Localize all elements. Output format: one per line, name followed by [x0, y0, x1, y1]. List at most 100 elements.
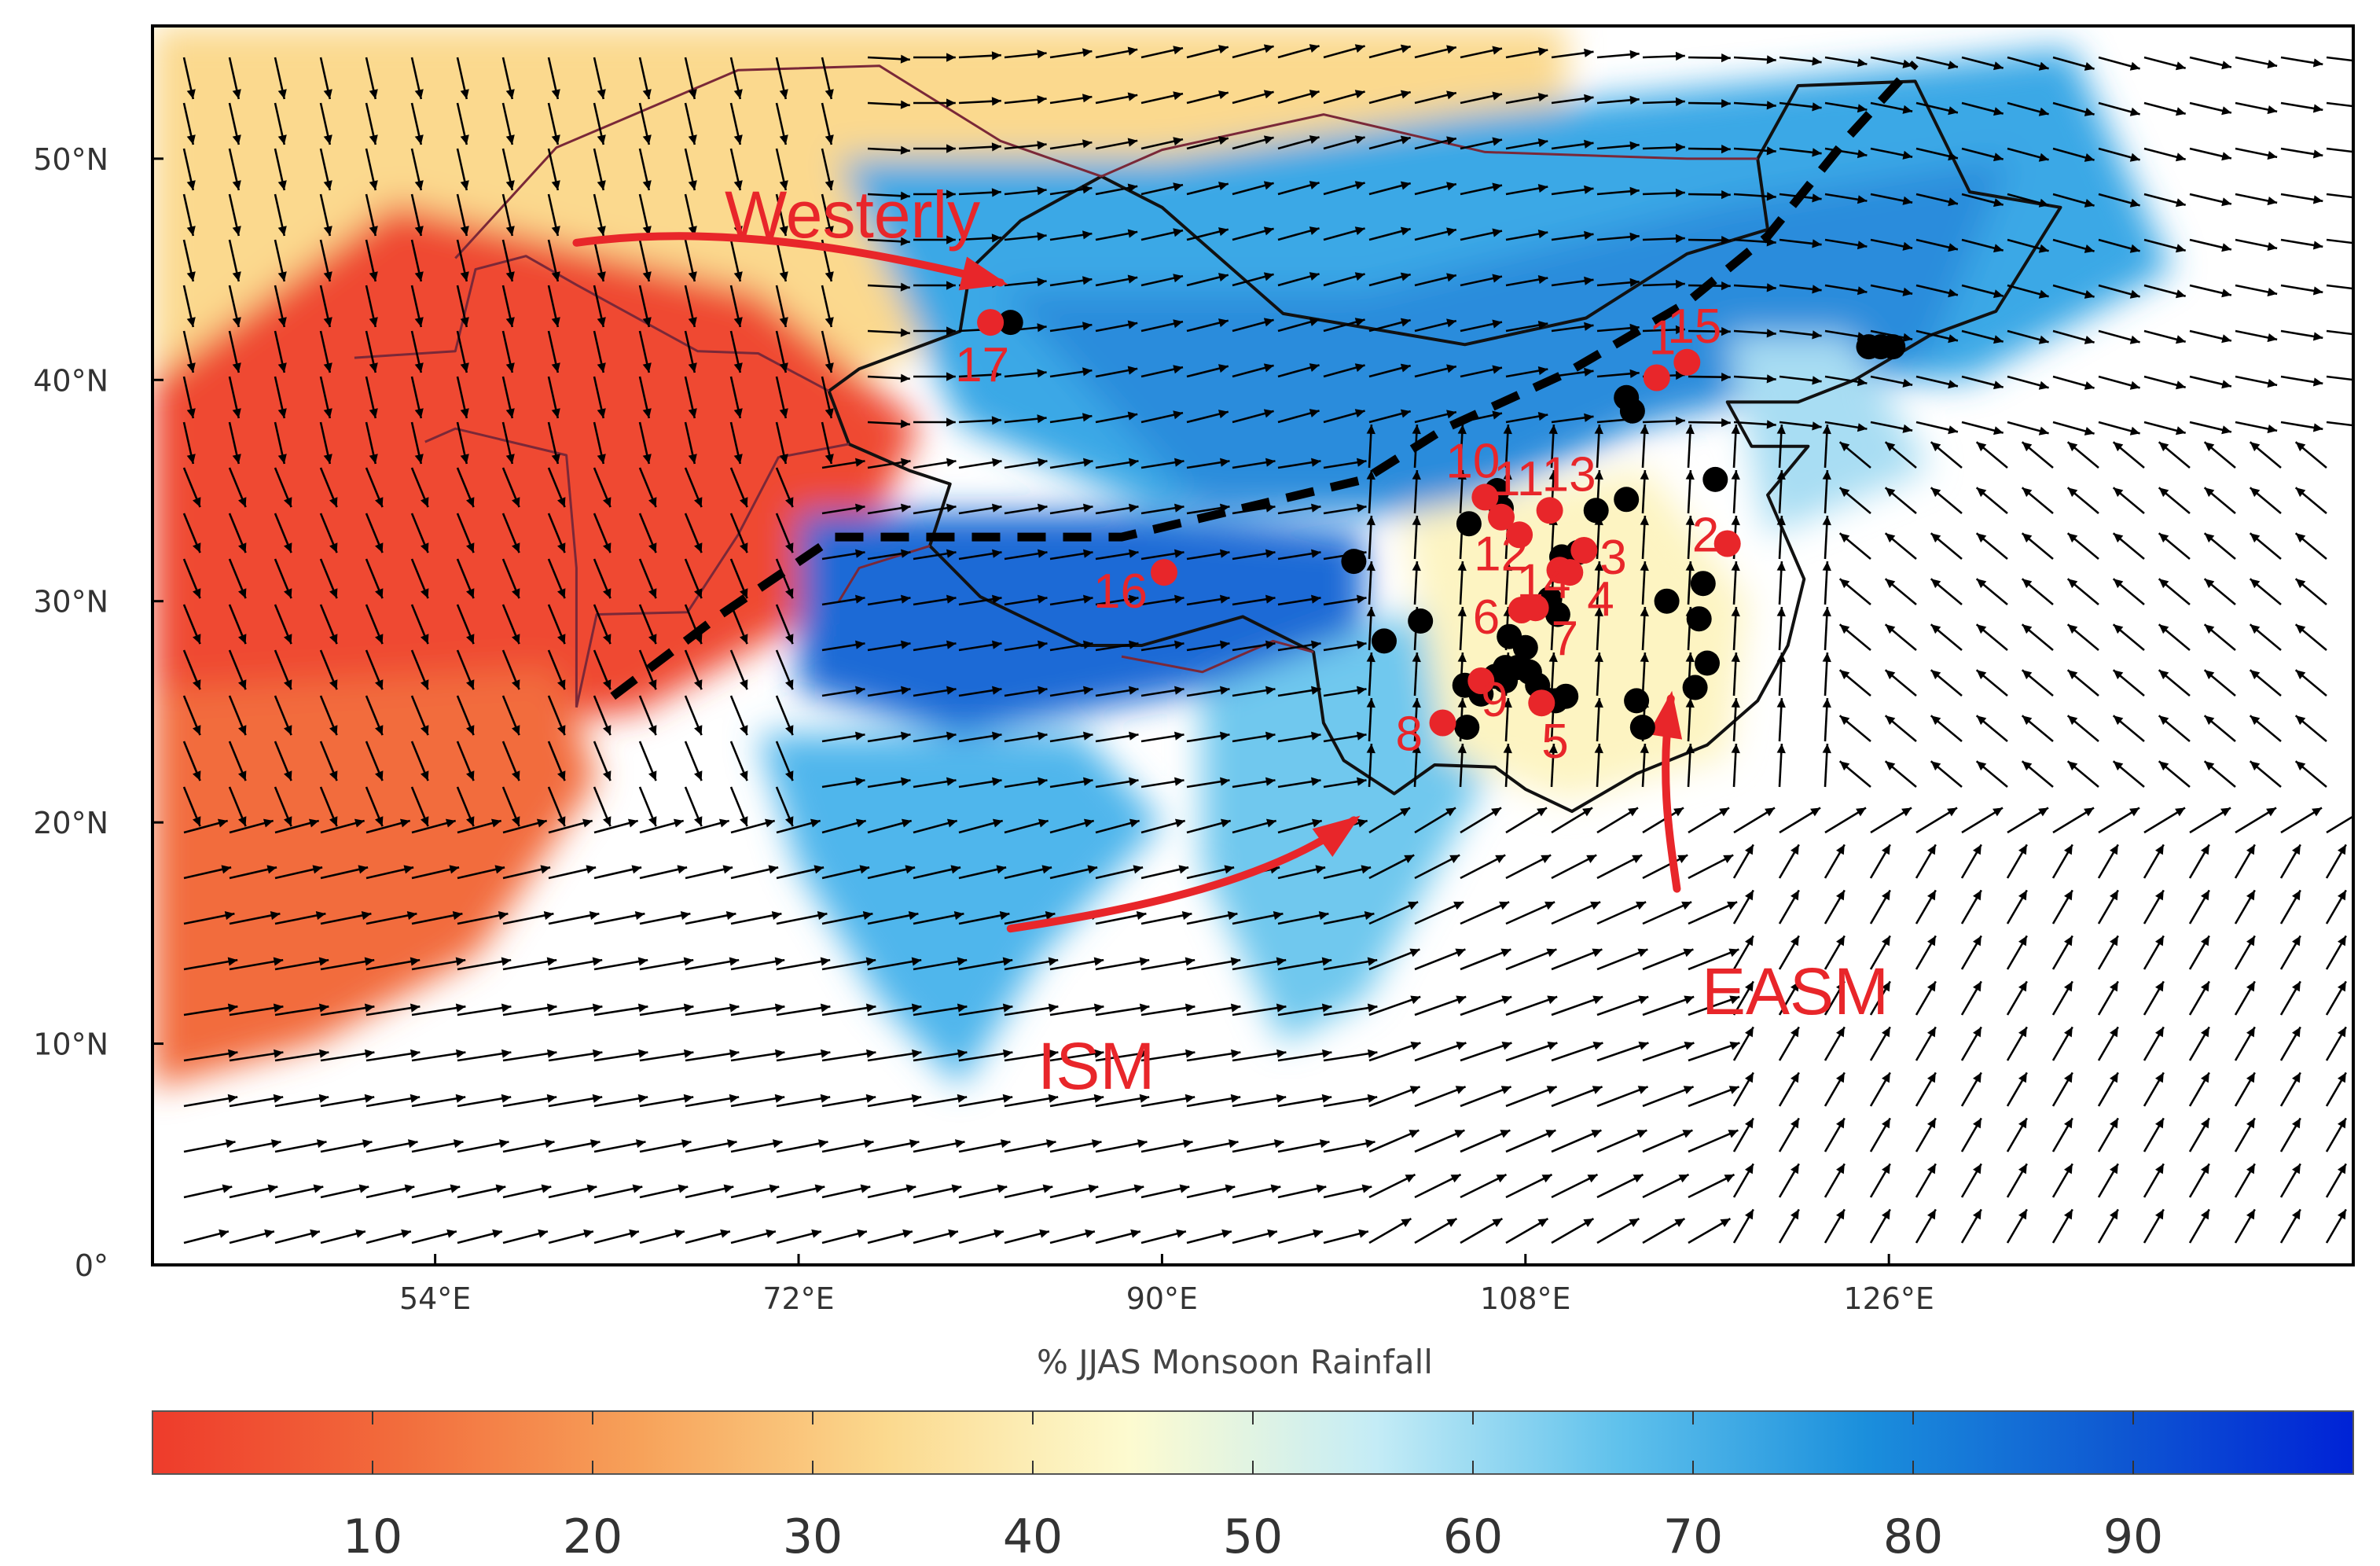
wind-arrowhead — [186, 362, 196, 373]
wind-arrowhead — [900, 237, 910, 246]
wind-arrowhead — [1127, 46, 1138, 56]
wind-arrowhead — [2338, 844, 2346, 855]
wind-arrowhead — [729, 1003, 740, 1013]
wind-arrowhead — [221, 865, 232, 874]
wind-arrowhead — [1083, 594, 1093, 604]
wind-arrowhead — [2022, 761, 2033, 771]
wind-arrowhead — [1412, 516, 1421, 526]
wind-arrowhead — [358, 865, 369, 874]
wind-arrowhead — [1812, 57, 1822, 66]
wind-arrowhead — [499, 1139, 509, 1149]
wind-arrowhead — [1045, 911, 1056, 921]
colorbar-tick-label: 10 — [343, 1509, 402, 1564]
wind-arrowhead — [1408, 901, 1419, 910]
wind-arrowhead — [2266, 807, 2276, 817]
wind-arrowhead — [1675, 416, 1685, 426]
wind-arrowhead — [1791, 1118, 1799, 1129]
wind-arrowhead — [1400, 807, 1410, 817]
black-site — [1408, 608, 1434, 634]
wind-arrowhead — [1263, 181, 1274, 190]
wind-arrowhead — [785, 542, 794, 553]
wind-arrowhead — [1721, 418, 1731, 428]
wind-arrowhead — [912, 1049, 922, 1058]
wind-arrowhead — [1174, 549, 1184, 558]
wind-arrowhead — [779, 89, 788, 99]
wind-arrowhead — [1537, 321, 1548, 330]
wind-arrowhead — [1225, 1184, 1236, 1193]
wind-arrowhead — [369, 226, 378, 236]
wind-arrowhead — [1139, 1094, 1150, 1103]
wind-arrowhead — [1675, 279, 1685, 289]
wind-arrowhead — [1683, 1086, 1694, 1094]
black-site — [1619, 398, 1645, 424]
wind-arrowhead — [2155, 1072, 2164, 1083]
wind-arrowhead — [1776, 744, 1786, 754]
wind-arrowhead — [1584, 94, 1594, 103]
wind-arrowhead — [1822, 516, 1831, 526]
easm-label: EASM — [1702, 954, 1889, 1028]
wind-arrowhead — [628, 818, 638, 828]
wind-arrowhead — [1037, 141, 1047, 150]
wind-arrowhead — [1836, 936, 1845, 947]
red-site-label: 7 — [1552, 612, 1578, 666]
wind-arrowhead — [1446, 90, 1456, 100]
wind-arrowhead — [694, 679, 703, 690]
wind-arrowhead — [2221, 152, 2231, 161]
wind-arrowhead — [1765, 807, 1775, 817]
wind-arrowhead — [369, 134, 378, 145]
wind-arrowhead — [1776, 652, 1786, 663]
wind-arrowhead — [733, 362, 743, 373]
wind-arrowhead — [226, 1139, 236, 1149]
wind-arrowhead — [1683, 948, 1694, 958]
wind-arrowhead — [1636, 1130, 1647, 1138]
wind-arrowhead — [996, 865, 1007, 874]
wind-arrowhead — [277, 317, 287, 327]
wind-arrowhead — [1948, 289, 1958, 298]
wind-arrowhead — [2201, 1209, 2209, 1220]
wind-arrowhead — [2022, 624, 2033, 634]
wind-arrowhead — [855, 777, 865, 786]
wind-arrowhead — [1584, 139, 1594, 149]
wind-arrowhead — [688, 408, 697, 418]
wind-arrowhead — [1583, 1219, 1594, 1227]
wind-arrowhead — [1263, 44, 1274, 53]
wind-arrowhead — [2022, 533, 2033, 543]
wind-arrowhead — [860, 1184, 871, 1193]
black-site — [1695, 650, 1720, 676]
longitude-axis: 54°E 72°E 90°E 108°E 126°E — [399, 1254, 1934, 1316]
wind-arrowhead — [1037, 95, 1047, 105]
wind-arrowhead — [946, 503, 957, 513]
black-site — [1624, 688, 1650, 714]
wind-arrowhead — [1537, 138, 1548, 148]
wind-arrowhead — [992, 458, 1002, 467]
wind-arrowhead — [2176, 153, 2186, 162]
wind-arrowhead — [1729, 995, 1740, 1005]
wind-arrowhead — [1400, 90, 1411, 99]
wind-arrowhead — [414, 134, 424, 145]
wind-arrowhead — [2250, 579, 2261, 589]
wind-arrowhead — [410, 1094, 421, 1103]
wind-arrowhead — [991, 416, 1001, 425]
red-site-2 — [1713, 530, 1741, 557]
wind-arrowhead — [466, 497, 475, 508]
wind-arrowhead — [2129, 380, 2140, 390]
wind-arrowhead — [1038, 777, 1048, 786]
wind-arrowhead — [1446, 182, 1456, 191]
wind-arrowhead — [193, 770, 201, 781]
wind-arrowhead — [1220, 640, 1230, 649]
wind-arrowhead — [820, 957, 831, 966]
wind-arrowhead — [2155, 844, 2164, 855]
wind-arrowhead — [1321, 957, 1332, 966]
wind-arrowhead — [1685, 561, 1695, 572]
wind-arrowhead — [2312, 104, 2323, 113]
wind-arrowhead — [2176, 61, 2186, 71]
wind-arrowhead — [403, 865, 414, 874]
wind-arrowhead — [1446, 227, 1456, 237]
wind-arrowhead — [1455, 1086, 1466, 1094]
wind-arrowhead — [1445, 807, 1456, 817]
wind-arrowhead — [719, 818, 729, 828]
wind-arrowhead — [2267, 333, 2278, 343]
wind-arrowhead — [1083, 640, 1093, 649]
red-site-16 — [1151, 559, 1177, 586]
wind-arrowhead — [1316, 1184, 1327, 1193]
